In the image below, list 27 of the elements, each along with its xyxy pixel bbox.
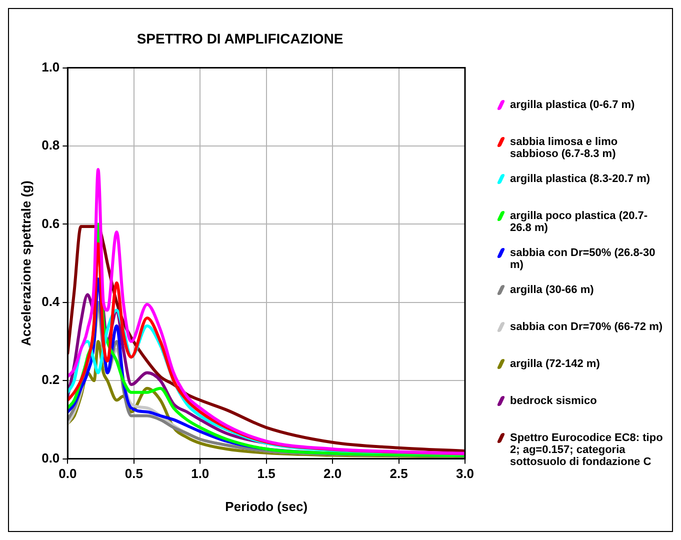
legend-label: argilla plastica (8.3-20.7 m) (510, 173, 650, 185)
y-tick-label: 0.6 (42, 216, 60, 231)
x-tick-label: 2.0 (324, 466, 342, 482)
legend-label: argilla poco plastica (20.7-26.8 m) (510, 210, 649, 234)
y-tick-label: 0.2 (42, 372, 60, 388)
x-tick-label: 3.0 (456, 466, 474, 482)
x-axis-title: Periodo (sec) (225, 498, 308, 514)
y-tick-label: 0.8 (42, 138, 60, 153)
legend-label: sabbia limosa e limo sabbioso (6.7-8.3 m) (510, 136, 619, 160)
x-tick-label: 2.5 (390, 466, 408, 482)
legend-label: argilla (30-66 m) (510, 284, 594, 296)
y-axis-title: Accelerazione spettrale (g) (18, 180, 34, 346)
line-series (68, 168, 465, 455)
legend-label: sabbia con Dr=70% (66-72 m) (510, 321, 663, 333)
x-tick-label: 0.5 (124, 466, 143, 482)
chart-title: SPETTRO DI AMPLIFICAZIONE (136, 30, 344, 46)
legend-label: argilla (72-142 m) (510, 358, 600, 370)
x-tick-label: 0.0 (58, 466, 77, 482)
x-tick-label: 1.0 (191, 466, 210, 482)
legend-label: bedrock sismico (510, 395, 597, 407)
y-tick-label: 0.4 (42, 294, 60, 309)
legend-label: Spettro Eurocodice EC8: tipo 2; ag=0.157; categoria sottosuolo di fondazione C (510, 432, 664, 468)
legend-label: argilla plastica (0-6.7 m) (510, 99, 635, 111)
x-tick-label: 1.5 (257, 466, 276, 482)
y-tick-label: 0.0 (42, 450, 60, 466)
legend-label: sabbia con Dr=50% (26.8-30 m) (510, 247, 656, 271)
y-tick-label: 1.0 (42, 59, 60, 74)
